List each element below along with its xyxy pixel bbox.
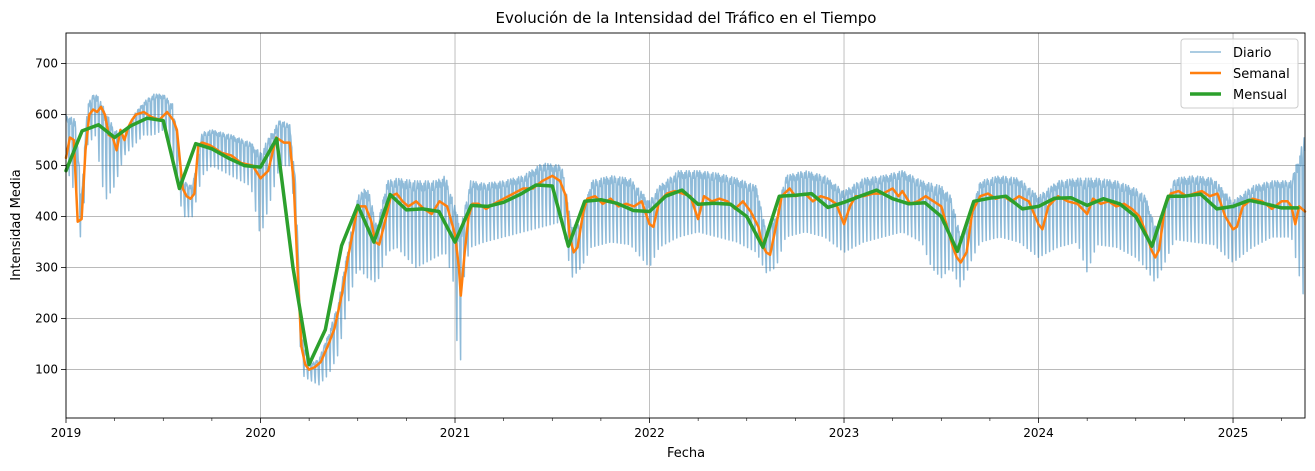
plot-area	[64, 93, 1307, 386]
y-axis-label: Intensidad Media	[9, 169, 24, 280]
legend-label-semanal: Semanal	[1233, 67, 1290, 82]
y-tick-label: 500	[35, 159, 58, 173]
y-tick-label: 100	[35, 363, 58, 377]
legend-box	[1180, 38, 1299, 109]
x-tick-label: 2020	[245, 426, 276, 440]
series-line-mensual	[64, 116, 1300, 367]
x-tick-label: 2023	[829, 426, 860, 440]
x-axis-label: Fecha	[667, 446, 705, 461]
y-tick-label: 200	[35, 312, 58, 326]
chart-title: Evolución de la Intensidad del Tráfico e…	[496, 9, 877, 27]
series-line-diario	[65, 93, 1306, 386]
x-tick-label: 2021	[440, 426, 471, 440]
legend-label-diario: Diario	[1233, 46, 1272, 61]
x-tick-label: 2019	[51, 426, 82, 440]
x-tick-label: 2024	[1023, 426, 1054, 440]
y-tick-label: 300	[35, 261, 58, 275]
x-tick-label: 2025	[1218, 426, 1249, 440]
x-tick-label: 2022	[634, 426, 665, 440]
y-tick-label: 400	[35, 210, 58, 224]
axes-frame	[65, 32, 1306, 419]
y-tick-label: 600	[35, 108, 58, 122]
y-axis: 100 200 300 400 500 600 700	[35, 57, 66, 377]
x-axis: 2019 2020 2021 2022 2023 2024 2025	[51, 418, 1282, 440]
legend: Diario Semanal Mensual	[1180, 38, 1299, 109]
legend-label-mensual: Mensual	[1233, 88, 1287, 103]
y-tick-label: 700	[35, 57, 58, 71]
